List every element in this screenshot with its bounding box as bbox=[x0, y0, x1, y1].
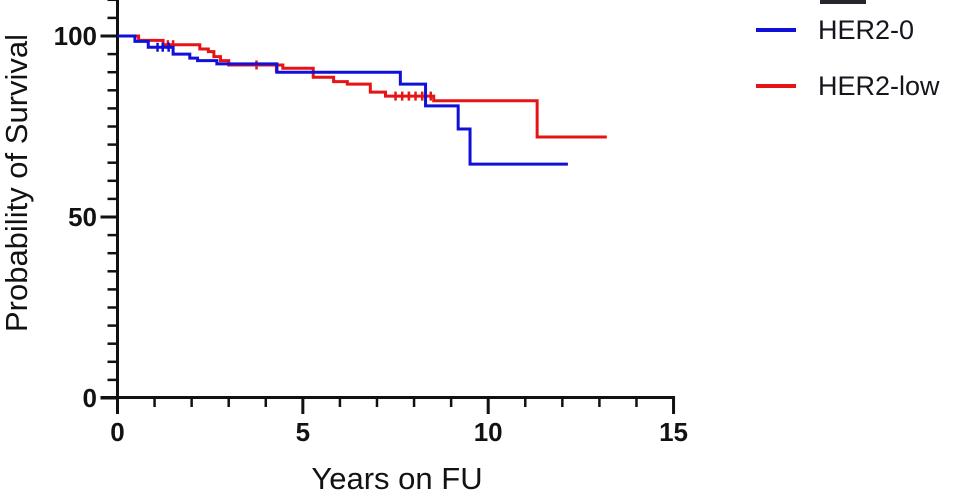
y-tick-label-100: 100 bbox=[53, 21, 97, 51]
y-tick-label-50: 50 bbox=[68, 202, 97, 232]
y-tick-label-0: 0 bbox=[82, 383, 97, 413]
x-tick-label-0: 0 bbox=[110, 417, 125, 447]
y-axis-title: Probability of Survival bbox=[0, 33, 34, 333]
legend-line-icon bbox=[756, 84, 796, 88]
x-tick-label-5: 5 bbox=[295, 417, 311, 447]
legend-line-icon bbox=[756, 28, 796, 32]
x-axis-title: Years on FU bbox=[311, 461, 483, 496]
legend-label: HER2-low bbox=[818, 70, 940, 101]
cropped-text-artifact bbox=[820, 0, 866, 4]
legend-entry-her2-0: HER2-0 bbox=[756, 15, 914, 45]
x-tick-label-15: 15 bbox=[659, 417, 688, 447]
legend-entry-her2-low: HER2-low bbox=[756, 71, 940, 101]
x-tick-label-10: 10 bbox=[473, 417, 503, 447]
legend-label: HER2-0 bbox=[818, 14, 915, 45]
series-path-HER2-0 bbox=[117, 34, 568, 166]
series-path-HER2-low bbox=[117, 34, 607, 139]
